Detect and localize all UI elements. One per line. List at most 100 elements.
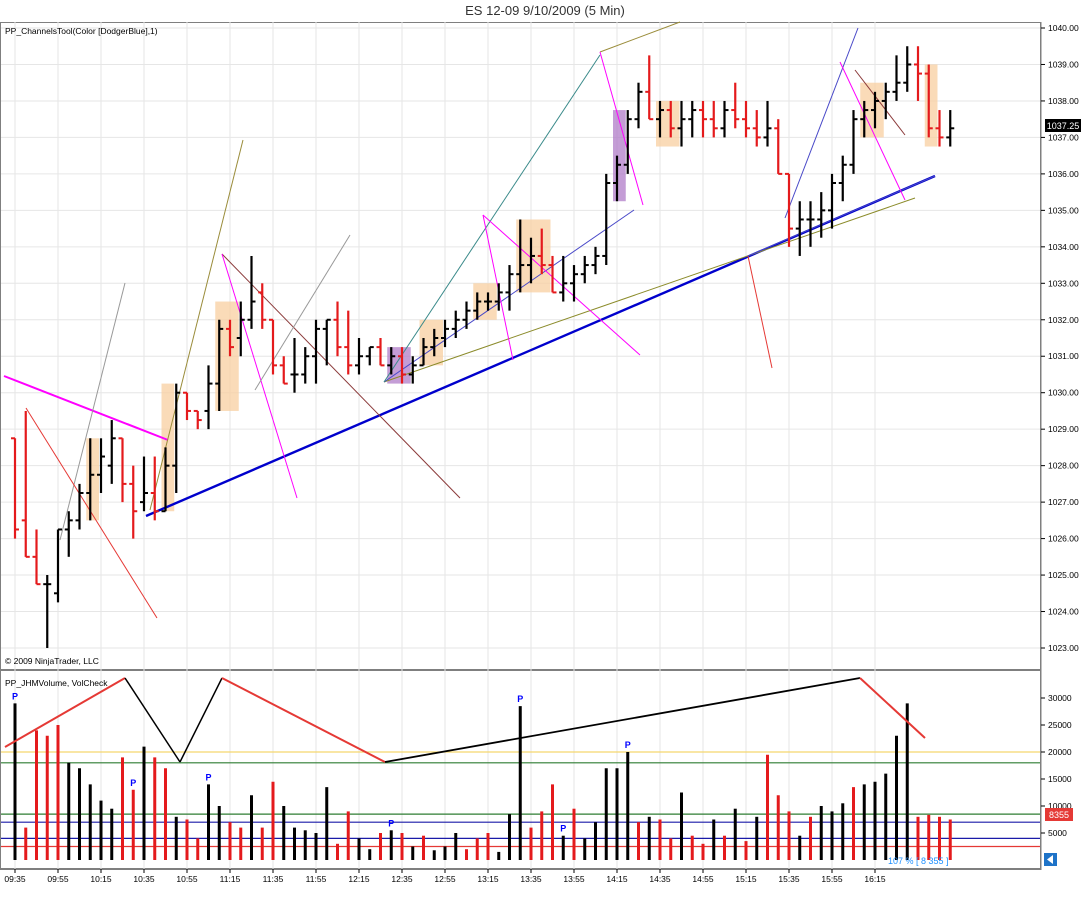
ohlc-bar [398,347,406,384]
volume-zigzag [221,677,386,763]
ohlc-bar [140,456,148,512]
volume-peak-marker: P [560,824,566,834]
ohlc-bar [258,283,267,329]
ohlc-bar [75,483,84,530]
ohlc-bar [763,100,772,147]
ohlc-bar [795,201,804,256]
ohlc-bar [881,82,890,120]
volume-indicator-label: PP_JHMVolume, VolCheck [5,678,108,688]
ohlc-bar [150,456,159,521]
volume-zigzag [859,677,926,739]
copyright-label: © 2009 NinjaTrader, LLC [5,656,99,666]
ohlc-bar [946,110,955,147]
ohlc-bar [312,319,320,384]
volume-tick-label: 15000 [1048,774,1072,784]
price-tick-label: 1023.00 [1048,643,1079,653]
trendline-drawings [3,21,936,619]
volume-tick-label: 20000 [1048,747,1072,757]
price-tick-label: 1026.00 [1048,534,1079,544]
ohlc-bar [591,246,600,275]
time-tick-label: 11:55 [306,874,327,884]
ohlc-bar [548,255,557,294]
price-tick-label: 1036.00 [1048,169,1079,179]
time-tick-label: 10:35 [133,874,155,884]
ohlc-bar [484,292,492,311]
ohlc-bar [828,173,836,229]
ohlc-bar [193,409,202,430]
trendline [3,375,169,441]
ohlc-bar [634,82,643,129]
scroll-right-icon[interactable] [1044,853,1057,866]
ohlc-bar [430,328,439,357]
volume-bars: P P P P P P P [4,677,952,860]
trendline [839,61,906,201]
ohlc-bar [860,100,869,138]
price-tick-label: 1037.00 [1048,132,1079,142]
trendline [221,253,298,499]
price-tick-label: 1033.00 [1048,278,1079,288]
ohlc-bar [333,301,342,357]
volume-tick-label: 30000 [1048,693,1072,703]
ohlc-bar [107,420,116,484]
trendline [383,197,916,383]
time-tick-label: 14:35 [649,874,671,884]
volume-zigzag [4,677,126,748]
ohlc-bar [86,438,95,521]
trendline [747,255,773,369]
svg-text:1037.25: 1037.25 [1047,121,1080,131]
ohlc-bar [677,100,686,147]
ohlc-bar [849,110,858,174]
ohlc-bar [462,301,471,329]
ohlc-bar [838,155,847,202]
time-tick-label: 14:55 [692,874,714,884]
volume-peak-marker: P [517,694,523,704]
ohlc-bar [892,55,901,101]
time-tick-label: 15:35 [778,874,800,884]
time-tick-label: 09:35 [4,874,26,884]
volume-peak-marker: P [12,691,18,701]
ohlc-bar [118,437,127,503]
volume-zigzag [384,677,861,763]
time-tick-label: 13:35 [520,874,542,884]
ohlc-bar [720,100,729,138]
time-tick-label: 15:55 [821,874,843,884]
ohlc-bar [226,319,234,357]
ohlc-bar [43,575,52,648]
volume-peak-marker: P [205,772,211,782]
ohlc-bar [21,410,30,558]
grid-layer [1,22,1040,869]
time-tick-label: 12:55 [434,874,456,884]
time-tick-label: 11:35 [263,874,284,884]
chart-title: ES 12-09 9/10/2009 (5 Min) [465,3,625,18]
time-tick-label: 12:35 [391,874,413,884]
ohlc-bar [473,292,482,320]
price-tick-label: 1031.00 [1048,351,1079,361]
time-tick-label: 13:15 [477,874,499,884]
volume-peak-marker: P [130,778,136,788]
ohlc-bar [527,237,535,284]
price-tick-label: 1027.00 [1048,497,1079,507]
volume-peak-marker: P [388,818,394,828]
ohlc-bar [623,110,632,174]
price-panel[interactable] [0,22,1041,670]
ohlc-bar [355,338,363,375]
ohlc-bar [419,338,428,367]
ohlc-bar [172,383,181,493]
trendline [254,234,351,391]
time-tick-label: 16:15 [864,874,886,884]
ohlc-bar [247,255,256,329]
ohlc-bar [494,283,503,311]
ohlc-bar [559,255,568,302]
ohlc-bar [451,310,460,338]
ohlc-bar [731,82,740,129]
trendline [784,27,859,219]
ohlc-bar [903,46,912,92]
ohlc-bar [914,46,922,101]
ohlc-bar [752,110,761,147]
ohlc-bar [441,319,449,348]
ohlc-bar [11,437,19,539]
price-tick-label: 1025.00 [1048,570,1079,580]
ohlc-bar [537,228,546,275]
